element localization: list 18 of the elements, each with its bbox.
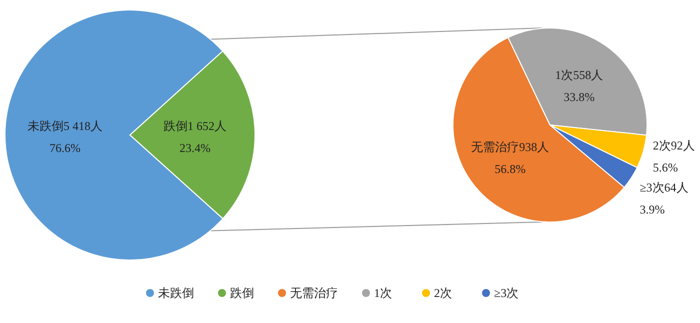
category-label: 无需治疗938人 — [471, 140, 550, 154]
text: 5.6% — [652, 160, 678, 175]
legend-label: 无需治疗 — [290, 286, 338, 300]
category-label: 2次92人 — [652, 138, 695, 153]
legend-label: 未跌倒 — [158, 286, 194, 300]
text: 76.6% — [50, 141, 80, 156]
legend-label: 跌倒 — [230, 286, 254, 300]
legend-label: 1次 — [374, 286, 392, 300]
legend-label: 2次 — [434, 286, 452, 300]
text: 33.8% — [564, 90, 595, 104]
category-label: ≥3次64人 — [640, 180, 688, 195]
category-label: 未跌倒5 418人 — [28, 119, 102, 134]
text: 3.9% — [640, 202, 665, 217]
text: 56.8% — [494, 162, 526, 176]
category-label: 1次558人 — [555, 68, 604, 82]
category-label: 跌倒1 652人 — [164, 118, 226, 133]
text: 23.4% — [180, 140, 210, 155]
legend-label: ≥3次 — [494, 286, 519, 300]
